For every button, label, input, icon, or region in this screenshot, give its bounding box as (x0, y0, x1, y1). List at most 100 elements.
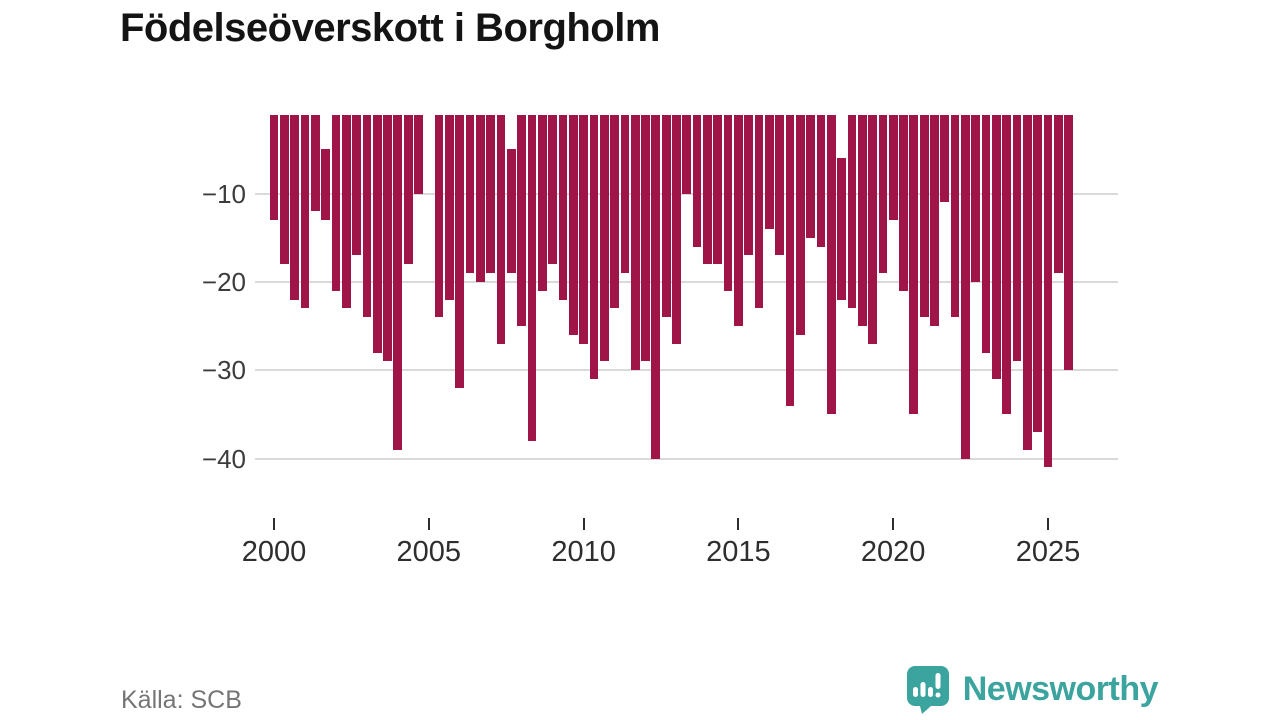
x-axis-tick (737, 518, 740, 530)
x-axis-tick-label: 2010 (551, 536, 616, 568)
y-axis-tick-label: −30 (201, 355, 246, 386)
x-axis-tick-label: 2025 (1015, 536, 1081, 568)
bar (517, 115, 527, 327)
x-axis-tick-label: 2005 (396, 536, 462, 568)
bar (765, 115, 774, 229)
bar (269, 115, 279, 221)
bar (981, 115, 991, 353)
bar (455, 115, 465, 388)
bar (527, 115, 537, 441)
bar (1064, 115, 1073, 371)
bar (352, 115, 361, 256)
bar (310, 115, 320, 212)
bar (1023, 115, 1032, 450)
bar (723, 115, 733, 291)
bar (507, 149, 516, 273)
x-axis-tick (582, 518, 585, 530)
y-axis-tick-label: −20 (201, 266, 246, 297)
bar (486, 115, 496, 274)
bar (362, 115, 372, 318)
bar (414, 115, 423, 194)
bar (589, 115, 599, 379)
bar (785, 115, 795, 406)
bar (393, 115, 403, 450)
bar (930, 115, 939, 327)
chart-title: Födelseöverskott i Borgholm (120, 6, 660, 50)
bar (857, 115, 867, 327)
bar (847, 115, 857, 309)
bar (661, 115, 671, 318)
bar (321, 149, 330, 220)
x-axis-tick (427, 518, 430, 530)
bar (630, 115, 640, 371)
bar (909, 115, 919, 415)
bar (734, 115, 743, 327)
bar (806, 115, 815, 238)
bar (341, 115, 351, 309)
bar (476, 115, 485, 282)
bar (703, 115, 712, 265)
bar (1043, 115, 1053, 468)
bar (672, 115, 681, 344)
bar (403, 115, 413, 265)
bar (961, 115, 970, 459)
bar (919, 115, 929, 318)
y-axis-tick-label: −40 (201, 443, 246, 474)
bar (878, 115, 888, 274)
y-axis-tick-label: −10 (201, 178, 246, 209)
bar (445, 115, 454, 300)
bar (899, 115, 908, 291)
bar (651, 115, 661, 459)
bar (610, 115, 619, 309)
bar (620, 115, 630, 274)
bar (1053, 115, 1063, 274)
bar (279, 115, 289, 265)
bar (692, 115, 702, 247)
x-axis-tick (1047, 518, 1049, 530)
x-axis-tick-label: 2000 (241, 536, 307, 568)
brand-logo: Newsworthy (903, 664, 1159, 714)
bar (888, 115, 898, 221)
bar (1012, 115, 1022, 362)
bar (826, 115, 836, 415)
source-caption: Källa: SCB (121, 686, 242, 714)
bar (992, 115, 1001, 379)
bar (744, 115, 754, 256)
bar (434, 115, 444, 318)
y-gridline (255, 457, 1118, 460)
bar (496, 115, 506, 344)
x-axis-tick (892, 518, 895, 530)
bar (641, 115, 650, 362)
bar (837, 158, 846, 300)
x-axis-tick (273, 518, 275, 530)
bar (300, 115, 310, 309)
x-axis-tick-label: 2020 (860, 536, 926, 568)
bar (372, 115, 382, 353)
bar (599, 115, 609, 362)
bar (754, 115, 764, 309)
bar (682, 115, 692, 194)
bar (579, 115, 588, 344)
bar (383, 115, 392, 362)
bar (795, 115, 805, 335)
bar (537, 115, 547, 291)
bar (713, 115, 723, 265)
bar (950, 115, 960, 318)
newsworthy-speech-bubble-chart-icon (906, 666, 949, 714)
bar (775, 115, 785, 256)
bar (1033, 115, 1043, 432)
bar (290, 115, 299, 300)
bar (568, 115, 578, 335)
y-gridline (255, 192, 1118, 195)
bar (331, 115, 341, 291)
bar (548, 115, 557, 265)
brand-name: Newsworthy (962, 669, 1159, 708)
bar (558, 115, 568, 300)
y-gridline (255, 280, 1118, 283)
bar (971, 115, 981, 282)
x-axis-tick-label: 2015 (706, 536, 771, 568)
y-gridline (255, 369, 1118, 372)
bar (1002, 115, 1012, 415)
bar (816, 115, 826, 247)
